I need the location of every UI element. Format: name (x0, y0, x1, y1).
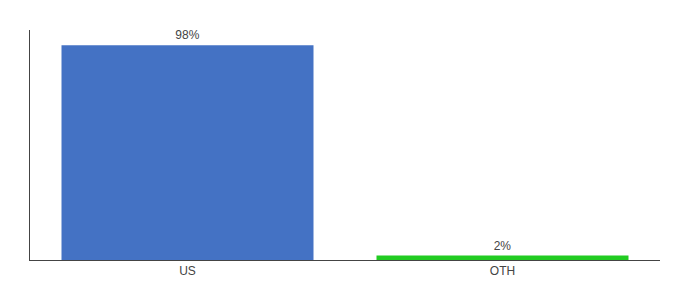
svg-text:2%: 2% (494, 239, 512, 253)
svg-text:OTH: OTH (490, 264, 515, 278)
svg-text:US: US (179, 264, 196, 278)
svg-text:98%: 98% (175, 28, 199, 42)
